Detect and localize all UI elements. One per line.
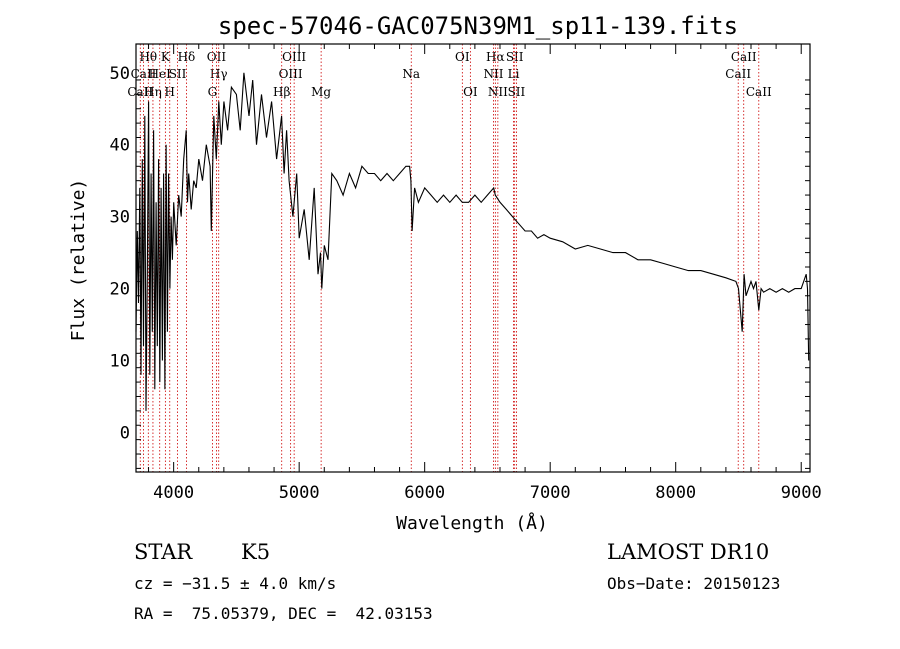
x-tick-label: 5000 xyxy=(279,483,320,503)
line-label-22: SII xyxy=(506,50,524,64)
axis-ticks: 4000 5000 6000 7000 8000 9000 0 10 20 30 40 50 xyxy=(110,44,822,503)
plot-frame xyxy=(135,43,811,473)
x-tick-label: 4000 xyxy=(153,483,194,503)
line-label-4: HeI xyxy=(149,67,172,81)
line-label-15: Mg xyxy=(311,85,331,99)
line-label-19: Hα xyxy=(486,50,505,64)
object-class: STAR xyxy=(134,540,193,564)
x-tick-label: 9000 xyxy=(781,483,822,503)
line-label-16: Na xyxy=(402,67,420,81)
line-label-1: CaII xyxy=(127,85,153,99)
y-tick-label: 30 xyxy=(110,208,130,228)
line-label-8: Hδ xyxy=(178,50,196,64)
line-label-6: H xyxy=(165,85,175,99)
obs-date: Obs−Date: 20150123 xyxy=(607,574,781,593)
object-subclass: K5 xyxy=(241,540,271,564)
y-tick-label: 20 xyxy=(110,280,130,300)
y-tick-label: 50 xyxy=(110,64,130,84)
line-label-9: OII xyxy=(207,50,227,64)
line-label-20: NII xyxy=(483,67,503,81)
line-label-7: SII xyxy=(169,67,187,81)
chart-title: spec-57046-GAC075N39M1_sp11-139.fits xyxy=(218,12,738,40)
y-axis-label: Flux (relative) xyxy=(68,179,89,342)
line-label-26: CaII xyxy=(725,67,751,81)
line-label-13: OIII xyxy=(279,67,303,81)
x-axis-label: Wavelength (Å) xyxy=(396,512,548,534)
line-label-21: NII xyxy=(488,85,508,99)
x-tick-label: 7000 xyxy=(530,483,571,503)
line-label-3: Hη xyxy=(144,85,162,99)
spectrum-line xyxy=(135,72,810,411)
x-tick-label: 8000 xyxy=(655,483,696,503)
line-label-18: OI xyxy=(463,85,478,99)
line-label-24: SII xyxy=(508,85,526,99)
line-label-5: K xyxy=(161,50,171,64)
y-tick-label: 10 xyxy=(110,352,130,372)
survey-label: LAMOST DR10 xyxy=(607,540,770,564)
line-label-17: OI xyxy=(455,50,470,64)
line-label-14: Hβ xyxy=(273,85,290,99)
line-label-10: Hγ xyxy=(210,67,228,81)
y-tick-label: 40 xyxy=(110,136,130,156)
y-tick-label: 0 xyxy=(120,423,130,443)
line-label-11: G xyxy=(208,85,218,99)
line-label-25: CaII xyxy=(731,50,757,64)
line-label-0: Hθ xyxy=(139,50,157,64)
redshift-readout: cz = −31.5 ± 4.0 km/s xyxy=(134,574,337,593)
x-tick-label: 6000 xyxy=(404,483,445,503)
line-label-12: OIII xyxy=(282,50,306,64)
line-label-27: CaII xyxy=(746,85,772,99)
line-label-2: CaII xyxy=(131,67,157,81)
line-label-23: Li xyxy=(508,67,520,81)
radec-readout: RA = 75.05379, DEC = 42.03153 xyxy=(134,604,433,623)
